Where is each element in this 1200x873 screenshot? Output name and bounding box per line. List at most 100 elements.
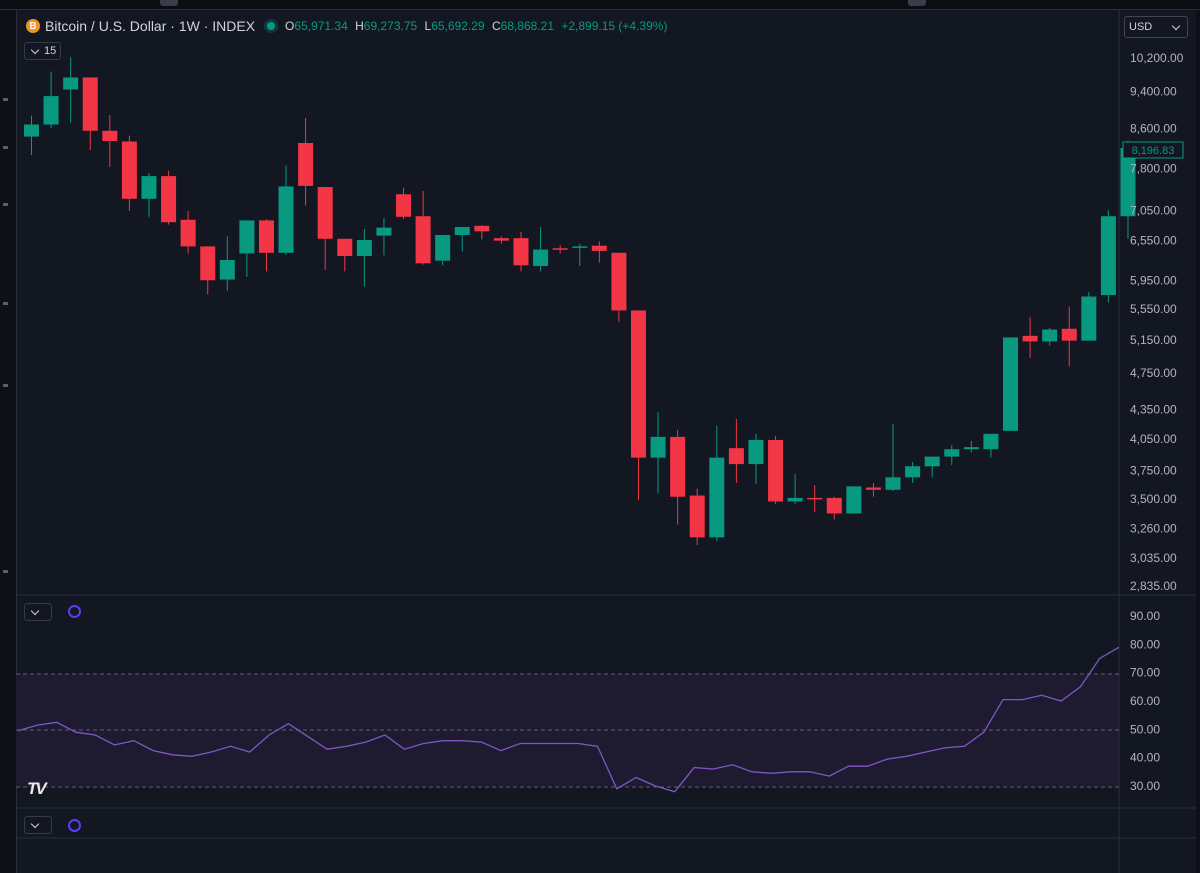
candle	[846, 486, 862, 514]
candle	[141, 172, 157, 217]
candle	[454, 227, 470, 252]
last-price-value: 8,196.83	[1132, 145, 1175, 157]
price-axis-tick: 4,350.00	[1130, 402, 1177, 416]
last-price-label: 8,196.83	[1122, 141, 1184, 159]
candle	[396, 187, 412, 220]
candle	[121, 135, 137, 211]
rsi-axis-tick: 50.00	[1130, 722, 1160, 736]
currency-select[interactable]: USD	[1124, 16, 1188, 38]
candle-body	[807, 497, 823, 500]
candle	[865, 482, 881, 497]
candle	[493, 236, 509, 244]
candle-body	[24, 124, 39, 137]
candle	[826, 496, 842, 520]
candle-body	[415, 216, 431, 264]
market-status-icon[interactable]	[267, 22, 276, 30]
candle	[278, 165, 294, 255]
high-label: H	[355, 19, 364, 33]
indicator-loading-icon	[68, 819, 81, 832]
candle	[630, 310, 646, 501]
price-axis-tick: 4,050.00	[1130, 432, 1177, 446]
rsi-axis-tick: 30.00	[1130, 779, 1160, 793]
price-axis-tick: 5,150.00	[1130, 333, 1177, 347]
pane-collapse-button[interactable]	[24, 816, 52, 834]
symbol-legend[interactable]: B Bitcoin / U.S. Dollar · 1W · INDEX O65…	[26, 18, 667, 34]
drawing-tool-icon[interactable]	[3, 302, 8, 305]
candle	[963, 440, 979, 453]
drawing-toolbar	[0, 10, 17, 873]
candle-body	[944, 449, 960, 457]
candle-body	[1100, 216, 1116, 296]
drawing-tool-icon[interactable]	[3, 98, 8, 101]
candle-body	[396, 194, 412, 217]
candle	[670, 429, 686, 525]
candle	[1003, 337, 1018, 431]
candle-body	[43, 96, 59, 125]
candle-body	[1061, 328, 1077, 341]
candle-body	[63, 77, 79, 90]
rsi-axis-tick: 60.00	[1130, 694, 1160, 708]
candle	[435, 235, 451, 266]
candle-body	[435, 235, 451, 261]
toolbar-handle	[908, 0, 926, 6]
candle	[63, 57, 79, 123]
candle	[728, 419, 744, 483]
open-value: 65,971.34	[294, 19, 348, 33]
candle-body	[200, 246, 216, 281]
interval-collapse-button[interactable]: 15	[24, 42, 62, 60]
price-axis-tick: 6,550.00	[1130, 234, 1177, 248]
low-value: 65,692.29	[431, 19, 485, 33]
candle-body	[298, 143, 314, 186]
rsi-collapse-button[interactable]	[24, 603, 52, 621]
close-value: 68,868.21	[500, 19, 555, 33]
candle	[572, 243, 588, 266]
candle-body	[356, 240, 372, 257]
candle-body	[650, 436, 666, 458]
candle-body	[1003, 337, 1018, 431]
candle	[885, 423, 901, 491]
price-axis-tick: 3,260.00	[1130, 521, 1177, 535]
chevron-down-icon	[1171, 21, 1181, 31]
rsi-band-fill	[16, 674, 1119, 787]
rsi-line	[17, 646, 1120, 793]
currency-label: USD	[1129, 21, 1153, 33]
candle-body	[454, 227, 470, 236]
candle	[787, 473, 803, 504]
candle-body	[689, 495, 705, 538]
price-axis-tick: 10,200.00	[1130, 51, 1184, 65]
candle-body	[611, 252, 627, 311]
candle-body	[258, 220, 274, 253]
candle-body	[161, 176, 177, 223]
symbol-title[interactable]: Bitcoin / U.S. Dollar · 1W · INDEX	[45, 18, 256, 34]
rsi-axis-tick: 90.00	[1130, 609, 1160, 623]
candle	[1042, 327, 1058, 346]
price-axis-tick: 7,050.00	[1130, 203, 1177, 217]
tradingview-logo[interactable]: TV	[27, 779, 47, 798]
candle	[1022, 317, 1038, 358]
candle	[43, 71, 59, 129]
drawing-tool-icon[interactable]	[3, 384, 8, 387]
candle	[611, 252, 627, 322]
candle	[944, 445, 960, 466]
drawing-tool-icon[interactable]	[3, 146, 8, 149]
candle	[650, 412, 666, 494]
candle-body	[513, 238, 529, 266]
price-axis-tick: 2,835.00	[1130, 579, 1177, 593]
candle-body	[728, 448, 744, 465]
candle-body	[493, 238, 509, 241]
drawing-tool-icon[interactable]	[3, 203, 8, 206]
price-axis-tick: 5,550.00	[1130, 302, 1177, 316]
interval-chip-label: 15	[44, 45, 57, 57]
candle-body	[533, 249, 549, 266]
candle	[709, 425, 725, 542]
drawing-tool-icon[interactable]	[3, 570, 8, 573]
price-axis-tick: 5,950.00	[1130, 273, 1177, 287]
candle	[552, 245, 568, 254]
indicator-loading-icon	[68, 605, 81, 618]
price-axis-tick: 8,600.00	[1130, 121, 1177, 135]
candle	[807, 485, 823, 513]
candle-body	[552, 248, 568, 250]
candle	[161, 170, 177, 225]
toolbar-handle	[160, 0, 178, 6]
